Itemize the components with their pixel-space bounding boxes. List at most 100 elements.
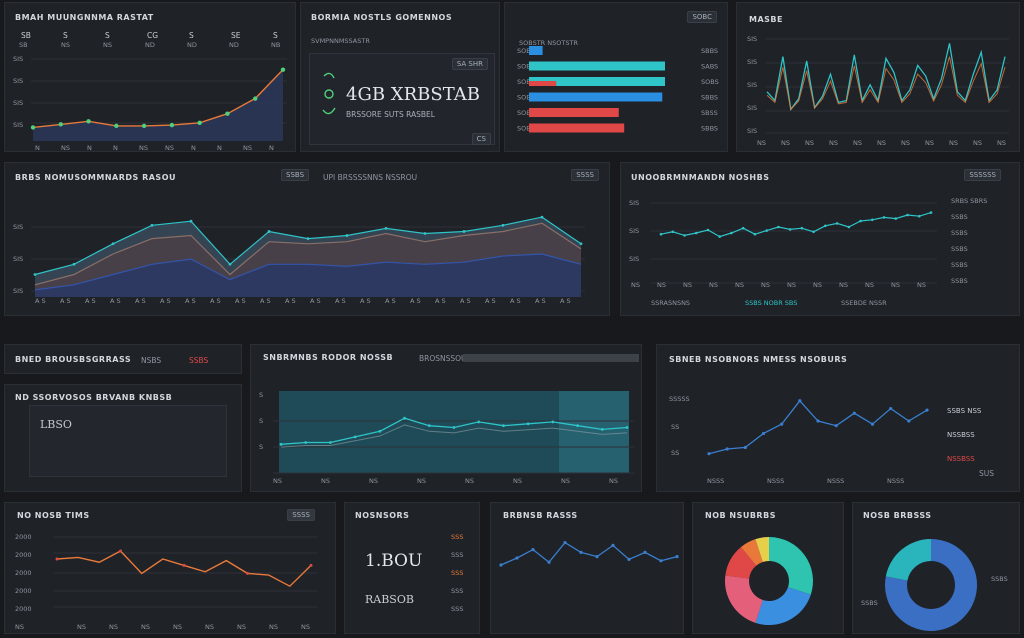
corner-button[interactable]: CS bbox=[471, 133, 491, 145]
x-tick-label: A S bbox=[510, 297, 521, 305]
data-point bbox=[579, 242, 583, 246]
panel-right-button[interactable]: SSSS bbox=[571, 169, 599, 181]
highlight-region bbox=[559, 391, 629, 473]
area-chart: S S S NS NS NS NS NS NS NS NS bbox=[259, 391, 635, 485]
x-tick-label: N bbox=[269, 144, 274, 152]
y-tick-label: SIS bbox=[13, 223, 23, 231]
data-point bbox=[725, 447, 729, 451]
x-tick-label: NS bbox=[853, 139, 862, 147]
series-line bbox=[660, 212, 932, 238]
data-point bbox=[824, 224, 827, 228]
data-point bbox=[141, 123, 147, 129]
panel-kpi: BORMIA NOSTLS GOMENNOS SVMPNNMSSASTR SA … bbox=[300, 2, 500, 152]
x-tick-label: NS bbox=[949, 139, 958, 147]
data-point bbox=[403, 416, 406, 420]
panel-button[interactable]: SSSSSS bbox=[964, 169, 1001, 181]
panel-header-label: SOBSTR NSOTSTR bbox=[519, 39, 578, 47]
data-point bbox=[540, 215, 544, 219]
data-point bbox=[150, 223, 154, 227]
panel-button[interactable]: SSBS bbox=[281, 169, 310, 181]
data-point bbox=[847, 225, 851, 229]
x-tick-label: NS bbox=[877, 139, 886, 147]
stat-sub: ND bbox=[187, 41, 197, 49]
data-point bbox=[718, 235, 721, 238]
data-point bbox=[499, 563, 503, 567]
data-point bbox=[694, 231, 698, 235]
panel-small-line: BRBNSB RASSS bbox=[490, 502, 684, 634]
card-box: LBSO bbox=[29, 405, 227, 477]
stat-label: S bbox=[273, 31, 278, 40]
row-value-label: SBBS bbox=[701, 94, 718, 102]
x-tick-label: NS bbox=[813, 281, 822, 289]
stat-label: S bbox=[105, 31, 110, 40]
panel-subtitle: SVMPNNMSSASTR bbox=[311, 37, 370, 45]
data-point bbox=[526, 422, 530, 426]
y-category-label: SOB bbox=[517, 94, 531, 102]
bar bbox=[529, 46, 543, 55]
stat-label: CG bbox=[147, 31, 159, 40]
data-point bbox=[579, 550, 583, 554]
x-tick-label: NS bbox=[561, 477, 570, 485]
data-point bbox=[798, 399, 802, 403]
x-tick-label: A S bbox=[310, 297, 321, 305]
line-chart: 2000 2000 2000 2000 2000 NS NS NS NS NS NS NS NS NS bbox=[15, 533, 317, 631]
y-category-label: SOB bbox=[517, 109, 531, 117]
x-tick-label: NS bbox=[757, 139, 766, 147]
tag-label: NSBS bbox=[141, 356, 162, 365]
donut-slice-blue bbox=[885, 539, 977, 631]
panel-title: NOSNSORS bbox=[355, 511, 410, 520]
kpi-button[interactable]: SA SHR bbox=[451, 58, 488, 70]
data-point bbox=[551, 420, 555, 424]
data-point bbox=[72, 262, 76, 266]
x-tick-label: NS bbox=[321, 477, 330, 485]
data-point bbox=[765, 229, 768, 232]
legend-item: SSBS bbox=[951, 277, 968, 285]
data-point bbox=[800, 226, 804, 230]
data-point bbox=[625, 426, 629, 429]
y-tick-label: SIS bbox=[629, 227, 639, 235]
data-point bbox=[477, 420, 481, 424]
x-tick-label: N bbox=[191, 144, 196, 152]
data-point bbox=[353, 435, 357, 439]
y-tick-label: SIS bbox=[13, 77, 23, 85]
x-tick-label: NS bbox=[205, 623, 214, 631]
data-point bbox=[906, 213, 909, 217]
data-point bbox=[576, 424, 579, 428]
x-tick-label: A S bbox=[410, 297, 421, 305]
data-point bbox=[279, 442, 283, 446]
panel-button[interactable]: SOBC bbox=[687, 11, 717, 23]
x-tick-label: A S bbox=[285, 297, 296, 305]
data-point bbox=[423, 232, 427, 235]
panel-button[interactable]: SSSS bbox=[287, 509, 315, 521]
panel-title: UNOOBRMNMANDN NOSHBS bbox=[631, 173, 770, 182]
line-chart bbox=[499, 541, 679, 567]
x-tick-label: NS bbox=[891, 281, 900, 289]
kpi-value: 1.BOU bbox=[365, 551, 423, 571]
panel-title: NOSB BRBSSS bbox=[863, 511, 932, 520]
data-point bbox=[871, 218, 874, 222]
x-tick-label: A S bbox=[60, 297, 71, 305]
bar bbox=[529, 92, 663, 102]
x-tick-label: NS bbox=[805, 139, 814, 147]
data-point bbox=[753, 232, 757, 236]
series-line bbox=[500, 541, 678, 566]
kpi-value: 4GB XRBSTAB bbox=[346, 84, 480, 105]
footer-label-2: SSBS NOBR SBS bbox=[745, 299, 798, 307]
x-tick-label: N bbox=[113, 144, 118, 152]
bar bbox=[529, 123, 625, 133]
x-tick-label: NS bbox=[141, 623, 150, 631]
x-tick-label: NS bbox=[709, 281, 718, 289]
panel-donut-multi: NOB NSUBRBS bbox=[692, 502, 844, 634]
y-tick-label: 2000 bbox=[15, 569, 32, 577]
data-point bbox=[86, 119, 91, 124]
x-tick-label: A S bbox=[35, 297, 46, 305]
x-tick-label: A S bbox=[210, 297, 221, 305]
data-point bbox=[228, 262, 232, 266]
x-tick-label: NS bbox=[237, 623, 246, 631]
y-tick-label: S bbox=[259, 391, 263, 399]
y-tick-label: 2000 bbox=[15, 533, 32, 541]
data-point bbox=[309, 563, 313, 567]
panel-bar-chart: SOBC SOBSTR NSOTSTR SOB SBBS SOB SABS SOB SOB… bbox=[504, 2, 728, 152]
x-tick-label: NS bbox=[683, 281, 692, 289]
stat-sub: NS bbox=[103, 41, 112, 49]
